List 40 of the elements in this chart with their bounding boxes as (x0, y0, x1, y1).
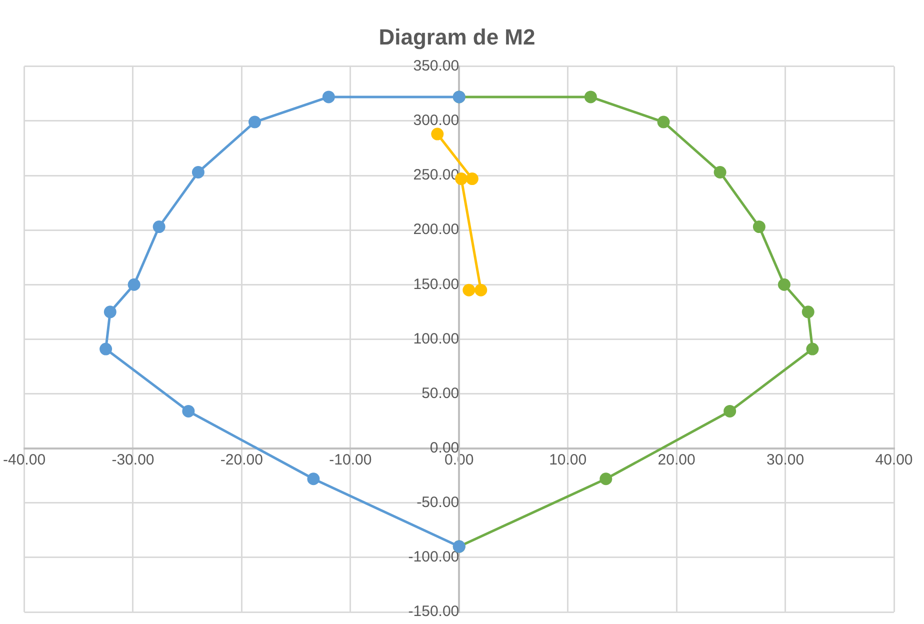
x-tick-label: 30.00 (766, 451, 804, 468)
point (182, 404, 195, 418)
point (724, 404, 736, 418)
point (806, 342, 819, 356)
point (100, 342, 112, 356)
x-tick-label: 10.00 (549, 451, 587, 468)
y-tick-label: 50.00 (422, 384, 460, 402)
point (778, 278, 790, 291)
point (474, 284, 488, 296)
point (462, 284, 476, 296)
y-tick-label: 150.00 (413, 276, 460, 293)
point (104, 306, 116, 318)
point (752, 220, 766, 234)
y-tick-label: -50.00 (416, 494, 460, 512)
point (248, 116, 261, 128)
x-tick-label: -20.00 (220, 451, 263, 468)
point (802, 306, 814, 318)
point (714, 166, 726, 178)
y-tick-label: -150.00 (408, 603, 460, 620)
point (431, 128, 444, 140)
y-tick-label: -100.00 (408, 548, 460, 566)
x-tick-label: 40.00 (875, 451, 913, 468)
point (584, 90, 597, 104)
point (307, 472, 320, 486)
x-tick-label: -10.00 (329, 451, 372, 468)
y-tick-label: 200.00 (413, 221, 460, 238)
point (322, 90, 335, 104)
y-tick-label: 350.00 (413, 58, 460, 75)
chart-title: Diagram de M2 (378, 24, 536, 50)
x-tick-label: -30.00 (112, 451, 154, 468)
point (192, 166, 204, 178)
y-tick-label: 300.00 (413, 112, 460, 130)
y-tick-label: 100.00 (413, 330, 460, 348)
x-tick-label: 20.00 (658, 451, 696, 468)
point (152, 220, 166, 234)
x-tick-label: -40.00 (2, 451, 46, 468)
point (657, 116, 670, 128)
point (466, 172, 478, 186)
point (128, 278, 140, 291)
point (600, 472, 612, 486)
